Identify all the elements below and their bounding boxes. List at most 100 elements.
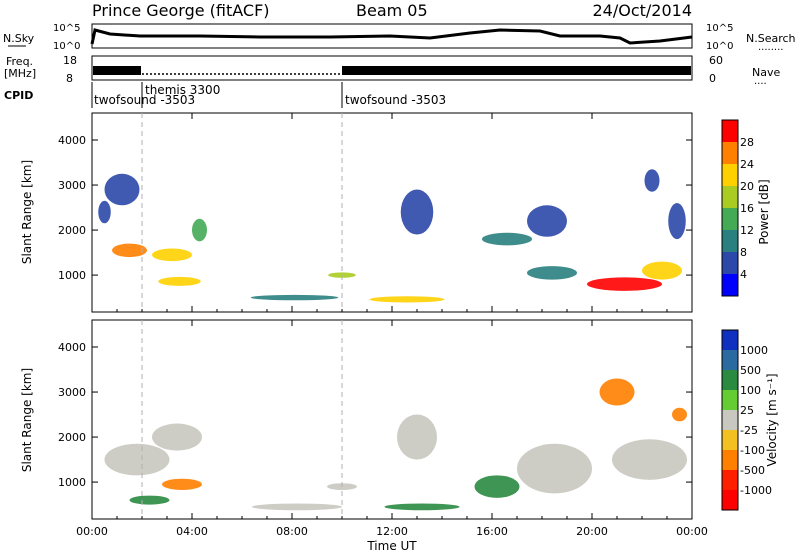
freq-tick-bottom: 8 bbox=[66, 72, 73, 85]
power-echo-5 bbox=[104, 173, 140, 206]
power-colorbar-segment-1 bbox=[722, 142, 738, 165]
station-title: Prince George (fitACF) bbox=[92, 1, 270, 20]
velocity-colorbar-tick-5: -100 bbox=[740, 444, 765, 457]
nsky-tick-top: 10^5 bbox=[53, 23, 80, 34]
velocity-colorbar-segment-8 bbox=[722, 490, 738, 511]
cpid-program-1: twofsound -3503 bbox=[94, 93, 195, 107]
xtick-label-2: 08:00 bbox=[276, 525, 308, 538]
power-colorbar-tick-4: 12 bbox=[740, 224, 754, 237]
freq-bar-2 bbox=[342, 66, 691, 75]
power-echo-4 bbox=[98, 200, 111, 224]
velocity-echo-10 bbox=[612, 439, 687, 480]
power-colorbar-segment-0 bbox=[722, 120, 738, 143]
power-ytick-label-1: 2000 bbox=[58, 224, 86, 237]
velocity-ylabel: Slant Range [km] bbox=[20, 368, 34, 472]
power-colorbar-tick-5: 8 bbox=[740, 246, 747, 259]
power-echo-10 bbox=[482, 232, 532, 246]
velocity-ytick-label-2: 3000 bbox=[58, 386, 86, 399]
beam-title: Beam 05 bbox=[356, 1, 428, 20]
velocity-echo-12 bbox=[672, 407, 687, 422]
nave-label: Nave bbox=[752, 66, 780, 79]
date-title: 24/Oct/2014 bbox=[592, 1, 692, 20]
nsky-label: N.Sky bbox=[3, 32, 35, 45]
velocity-colorbar-tick-6: -500 bbox=[740, 464, 765, 477]
power-colorbar-tick-1: 24 bbox=[740, 158, 754, 171]
cpid-program-3: twofsound -3503 bbox=[345, 93, 446, 107]
xtick-label-1: 04:00 bbox=[176, 525, 208, 538]
velocity-echo-2 bbox=[162, 478, 202, 490]
velocity-colorbar-tick-1: 500 bbox=[740, 364, 761, 377]
freq-bar-1 bbox=[93, 66, 141, 75]
velocity-colorbar-tick-0: 1000 bbox=[740, 344, 768, 357]
velocity-echo-7 bbox=[397, 414, 437, 460]
velocity-colorbar-segment-0 bbox=[722, 330, 738, 351]
power-colorbar-tick-0: 28 bbox=[740, 136, 754, 149]
cpid-panel: CPID twofsound -3503 themis 3300 twofsou… bbox=[4, 82, 446, 108]
velocity-echo-8 bbox=[474, 475, 520, 498]
nsky-panel: N.Sky 10^5 10^0 10^5 10^0 N.Search .....… bbox=[3, 23, 796, 53]
power-ytick-label-2: 3000 bbox=[58, 179, 86, 192]
power-colorbar-segment-3 bbox=[722, 186, 738, 209]
velocity-colorbar-frame bbox=[721, 329, 739, 511]
velocity-colorbar-label: Velocity [m s⁻¹] bbox=[765, 373, 779, 466]
power-echo-6 bbox=[250, 294, 339, 301]
velocity-colorbar-segment-7 bbox=[722, 470, 738, 491]
power-colorbar-segment-6 bbox=[722, 252, 738, 275]
freq-label-bottom: [MHz] bbox=[4, 67, 36, 80]
nave-dots: .... bbox=[754, 76, 767, 87]
nave-tick-top: 60 bbox=[709, 54, 723, 67]
velocity-colorbar-tick-4: -25 bbox=[740, 424, 758, 437]
power-colorbar-label: Power [dB] bbox=[757, 179, 771, 244]
nsky-right-tick-bottom: 10^0 bbox=[706, 41, 733, 52]
freq-tick-top: 18 bbox=[63, 54, 77, 67]
power-echo-14 bbox=[642, 261, 682, 280]
power-echo-8 bbox=[369, 296, 445, 303]
velocity-colorbar-tick-3: 25 bbox=[740, 404, 754, 417]
nsky-frame bbox=[91, 23, 693, 49]
power-echo-3 bbox=[158, 276, 201, 286]
power-ylabel: Slant Range [km] bbox=[20, 160, 34, 264]
xtick-label-3: 12:00 bbox=[376, 525, 408, 538]
power-echo-15 bbox=[668, 203, 686, 240]
power-echo-9 bbox=[400, 189, 434, 235]
freq-frame bbox=[91, 55, 693, 81]
velocity-colorbar-segment-6 bbox=[722, 450, 738, 471]
xtick-label-6: 00:00 bbox=[676, 525, 708, 538]
power-colorbar-tick-2: 20 bbox=[740, 180, 754, 193]
power-ytick-label-0: 1000 bbox=[58, 269, 86, 282]
nsearch-label: N.Search bbox=[746, 32, 796, 45]
velocity-colorbar-segment-4 bbox=[722, 410, 738, 431]
velocity-colorbar-segment-3 bbox=[722, 390, 738, 411]
velocity-ytick-label-3: 4000 bbox=[58, 341, 86, 354]
cpid-program-2: themis 3300 bbox=[145, 83, 220, 97]
power-colorbar-segment-2 bbox=[722, 164, 738, 187]
velocity-colorbar-tick-2: 100 bbox=[740, 384, 761, 397]
power-colorbar-segment-7 bbox=[722, 274, 738, 297]
nave-tick-bottom: 0 bbox=[709, 72, 716, 85]
nsky-right-tick-top: 10^5 bbox=[706, 23, 733, 34]
velocity-echo-6 bbox=[384, 503, 460, 511]
power-panel: 1000 2000 3000 4000 Slant Range [km] 28 24 20… bbox=[20, 112, 771, 313]
velocity-echo-1 bbox=[152, 423, 202, 451]
xtick-label-5: 20:00 bbox=[576, 525, 608, 538]
power-echo-2 bbox=[192, 218, 207, 242]
xtick-label-0: 00:00 bbox=[76, 525, 108, 538]
velocity-colorbar-tick-7: -1000 bbox=[740, 484, 772, 497]
cpid-label: CPID bbox=[4, 89, 33, 102]
velocity-colorbar-segment-1 bbox=[722, 350, 738, 371]
velocity-colorbar-segment-2 bbox=[722, 370, 738, 391]
power-echo-11 bbox=[527, 205, 567, 237]
velocity-echo-3 bbox=[129, 495, 170, 505]
power-colorbar-segment-4 bbox=[722, 208, 738, 231]
freq-panel: Freq. [MHz] 18 8 60 0 Nave .... bbox=[4, 54, 780, 87]
nsky-trace bbox=[90, 28, 693, 45]
power-colorbar-frame bbox=[721, 119, 739, 297]
velocity-echo-0 bbox=[104, 443, 170, 476]
power-ytick-label-3: 4000 bbox=[58, 134, 86, 147]
power-echo-16 bbox=[644, 169, 660, 192]
power-echo-12 bbox=[527, 266, 577, 280]
freq-label-top: Freq. bbox=[6, 55, 33, 68]
velocity-echo-4 bbox=[252, 503, 342, 511]
power-echo-0 bbox=[112, 243, 147, 258]
